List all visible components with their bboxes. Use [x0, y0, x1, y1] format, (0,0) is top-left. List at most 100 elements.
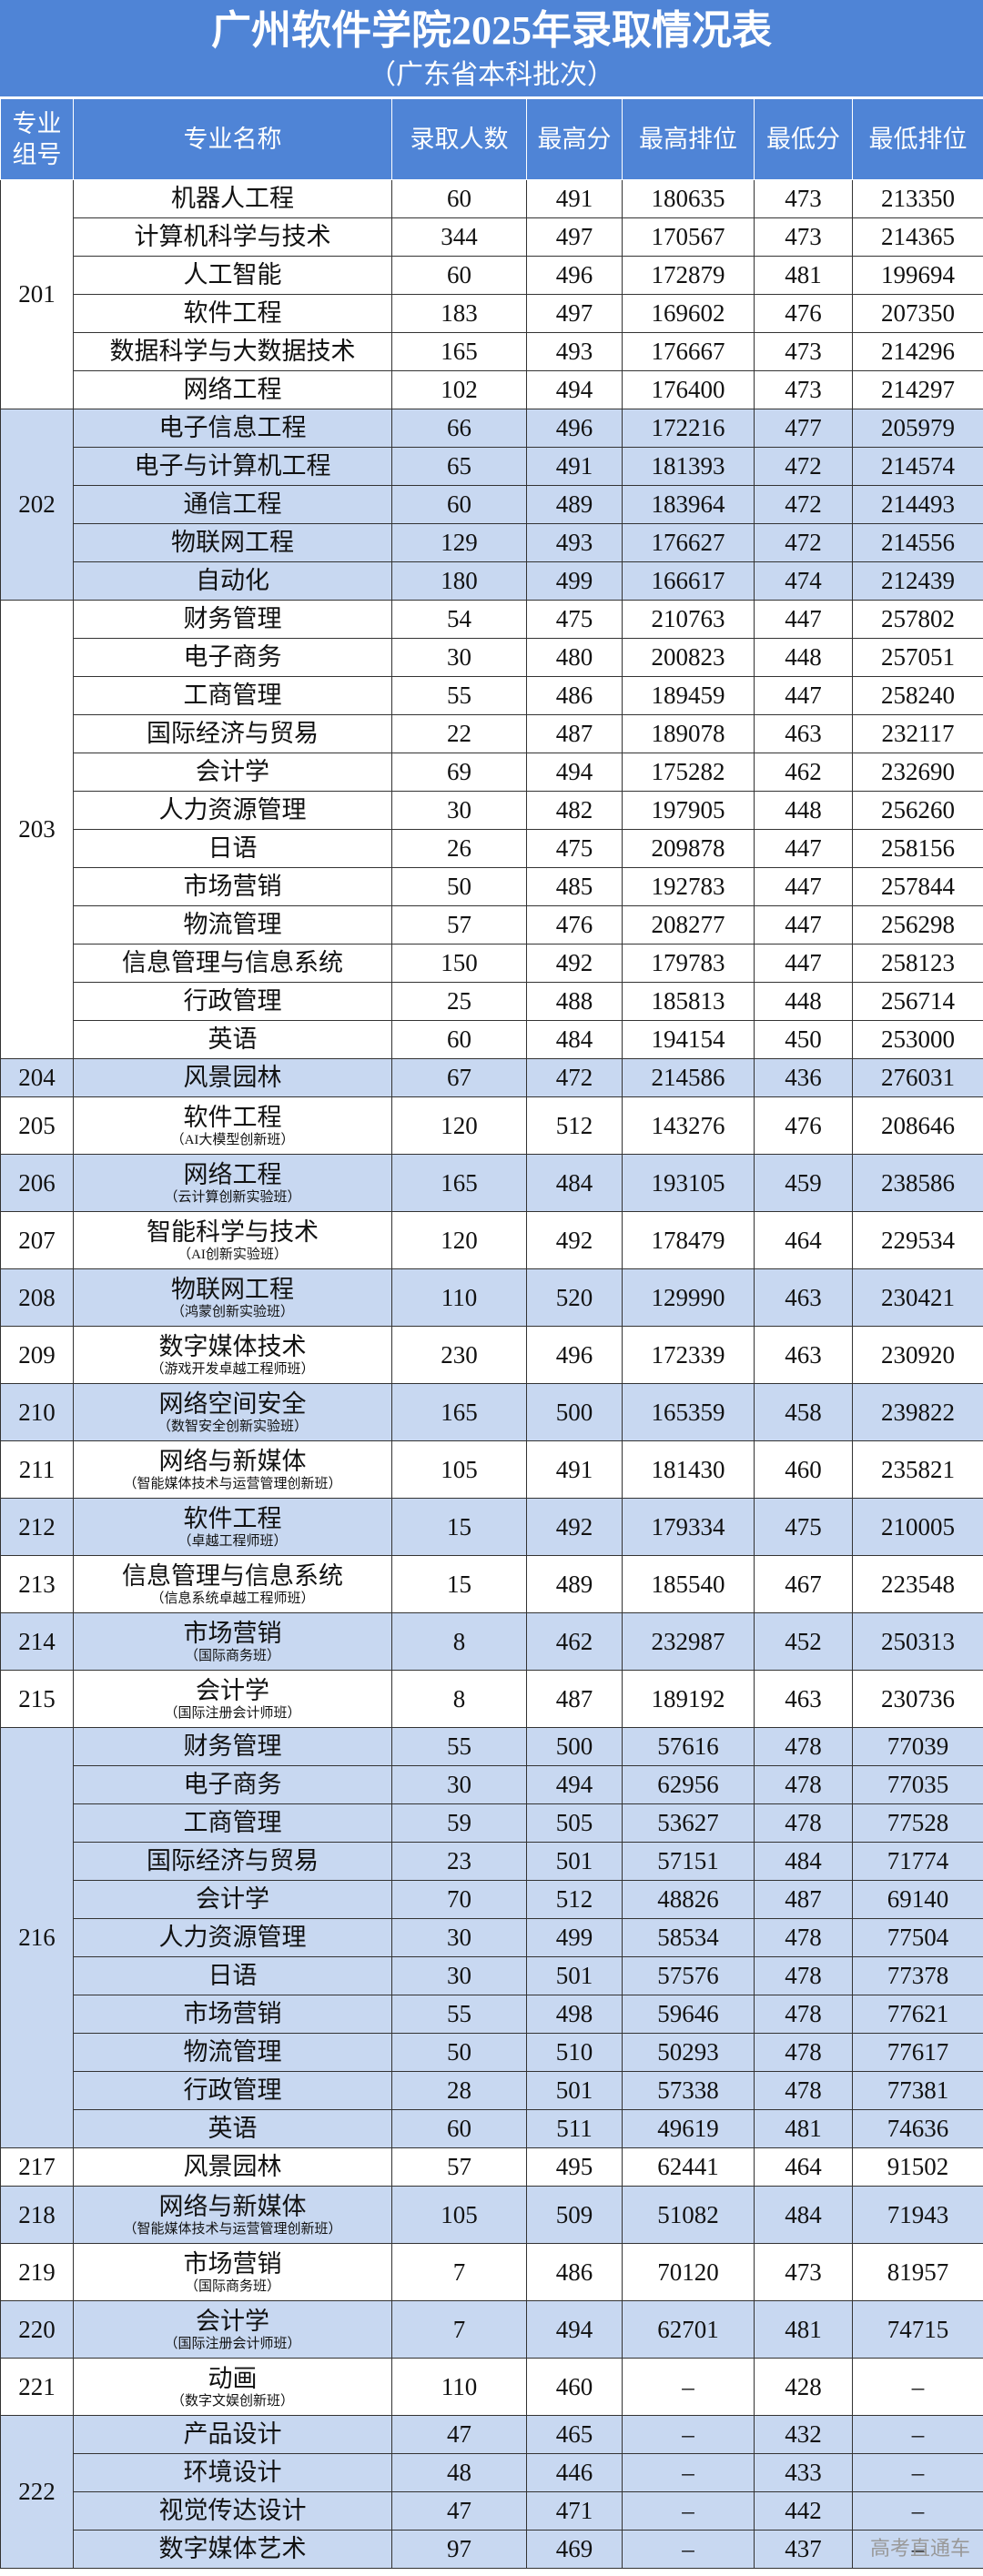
major-name: 财务管理 — [183, 605, 282, 632]
cell: 77035 — [852, 1765, 983, 1804]
cell: 48 — [391, 2453, 527, 2492]
cell: 512 — [526, 1096, 623, 1155]
major-note: （AI大模型创新班） — [170, 1132, 295, 1147]
major-cell: 网络空间安全 （数智安全创新实验班） — [73, 1383, 392, 1441]
major-cell: 信息管理与信息系统 — [73, 944, 392, 983]
major-name: 网络空间安全 — [158, 1389, 307, 1418]
row: 英语 60 484 194154 450 253000 — [1, 1020, 983, 1059]
major-name: 数据科学与大数据技术 — [109, 338, 356, 365]
group-code: 211 — [0, 1440, 74, 1499]
row: 222 产品设计 47 465–432– — [0, 2415, 983, 2569]
cell: 462 — [754, 753, 853, 792]
cell: 493 — [526, 523, 623, 562]
cell: 501 — [526, 1956, 623, 1995]
cell: 77039 — [852, 1727, 983, 1766]
major-name: 会计学 — [196, 1885, 269, 1913]
major-cell: 会计学 — [73, 1880, 392, 1919]
row: 会计学 69 494 175282 462 232690 — [1, 753, 983, 792]
cell: 487 — [526, 1670, 623, 1728]
cell: 212439 — [852, 561, 983, 601]
cell: 57576 — [622, 1956, 755, 1995]
row: 国际经济与贸易 23 501 57151 484 71774 — [1, 1842, 983, 1881]
cell: 49619 — [622, 2109, 755, 2148]
major-cell: 数字媒体艺术 — [73, 2530, 392, 2569]
row: 工商管理 55 486 189459 447 258240 — [1, 676, 983, 715]
column-header: 专业名称 — [73, 98, 392, 180]
cell: 180 — [391, 561, 527, 601]
cell: 232987 — [622, 1612, 755, 1671]
cell: 232117 — [852, 714, 983, 753]
cell: 165 — [391, 1383, 527, 1441]
cell: 501 — [526, 2071, 623, 2110]
cell: 179334 — [622, 1498, 755, 1556]
cell: – — [622, 2453, 755, 2492]
cell: 448 — [754, 982, 853, 1021]
major-note: （智能媒体技术与运营管理创新班） — [123, 2221, 342, 2237]
cell: 120 — [391, 1096, 527, 1155]
major-note: （卓越工程师班） — [177, 1533, 288, 1549]
cell: – — [622, 2415, 755, 2454]
row: 日语 30 501 57576 478 77378 — [1, 1956, 983, 1995]
cell: 463 — [754, 1326, 853, 1384]
cell: 476 — [754, 1096, 853, 1155]
major-cell: 财务管理 — [73, 600, 392, 639]
major-cell: 人力资源管理 — [73, 1918, 392, 1957]
row: 物流管理 57 476 208277 447 256298 — [1, 905, 983, 945]
cell: 181430 — [622, 1440, 755, 1499]
cell: 460 — [754, 1440, 853, 1499]
major-cell: 人力资源管理 — [73, 791, 392, 830]
major-cell: 自动化 — [73, 561, 392, 601]
major-name: 市场营销 — [183, 2000, 282, 2027]
cell: 481 — [754, 2109, 853, 2148]
cell: 194154 — [622, 1020, 755, 1059]
group-code: 220 — [0, 2300, 74, 2359]
cell: 257802 — [852, 600, 983, 639]
cell: 463 — [754, 1670, 853, 1728]
major-note: （国际注册会计师班） — [164, 2336, 301, 2351]
cell: 74715 — [852, 2300, 983, 2359]
row: 202 电子信息工程 66 496 172216 477 205979 — [0, 409, 983, 601]
cell: 120 — [391, 1211, 527, 1269]
row: 209 数字媒体技术 （游戏开发卓越工程师班） 230 496 172339 463 2309… — [0, 1326, 983, 1384]
row: 216 财务管理 55 500 57616 478 77039 — [0, 1727, 983, 2148]
cell: 498 — [526, 1995, 623, 2034]
row: 219 市场营销 （国际商务班） 7 486 70120 473 81957 — [0, 2243, 983, 2301]
major-name: 数字媒体艺术 — [158, 2535, 307, 2562]
major-cell: 网络与新媒体 （智能媒体技术与运营管理创新班） — [73, 2186, 392, 2244]
row: 204 风景园林 67 472 214586 436 276031 — [0, 1058, 983, 1097]
major-name: 行政管理 — [183, 987, 282, 1015]
cell: 30 — [391, 638, 527, 677]
major-name: 电子商务 — [183, 1771, 282, 1798]
cell: 165 — [391, 332, 527, 371]
cell: 478 — [754, 1765, 853, 1804]
group-code: 212 — [0, 1498, 74, 1556]
cell: 469 — [526, 2530, 623, 2569]
major-name: 工商管理 — [183, 1809, 282, 1836]
row: 218 网络与新媒体 （智能媒体技术与运营管理创新班） 105 509 51082 484 7… — [0, 2186, 983, 2244]
cell: 496 — [526, 409, 623, 448]
cell: 478 — [754, 2033, 853, 2072]
cell: 74636 — [852, 2109, 983, 2148]
cell: 472 — [526, 1058, 623, 1097]
major-cell: 人工智能 — [73, 256, 392, 295]
cell: 30 — [391, 1918, 527, 1957]
row: 物流管理 50 510 50293 478 77617 — [1, 2033, 983, 2072]
cell: 7 — [391, 2300, 527, 2359]
cell: 497 — [526, 294, 623, 333]
cell: 172339 — [622, 1326, 755, 1384]
cell: 57151 — [622, 1842, 755, 1881]
cell: 448 — [754, 638, 853, 677]
major-note: （数字文娱创新班） — [170, 2393, 294, 2409]
cell: 105 — [391, 2186, 527, 2244]
cell: – — [852, 2491, 983, 2531]
cell: 512 — [526, 1880, 623, 1919]
title: 广州软件学院2025年录取情况表 — [211, 8, 772, 53]
row: 市场营销 50 485 192783 447 257844 — [1, 867, 983, 906]
major-name: 英语 — [208, 2115, 258, 2142]
major-name: 计算机科学与技术 — [134, 223, 331, 250]
cell: 66 — [391, 409, 527, 448]
cell: 492 — [526, 944, 623, 983]
cell: 493 — [526, 332, 623, 371]
row: 人力资源管理 30 482 197905 448 256260 — [1, 791, 983, 830]
cell: 256298 — [852, 905, 983, 945]
